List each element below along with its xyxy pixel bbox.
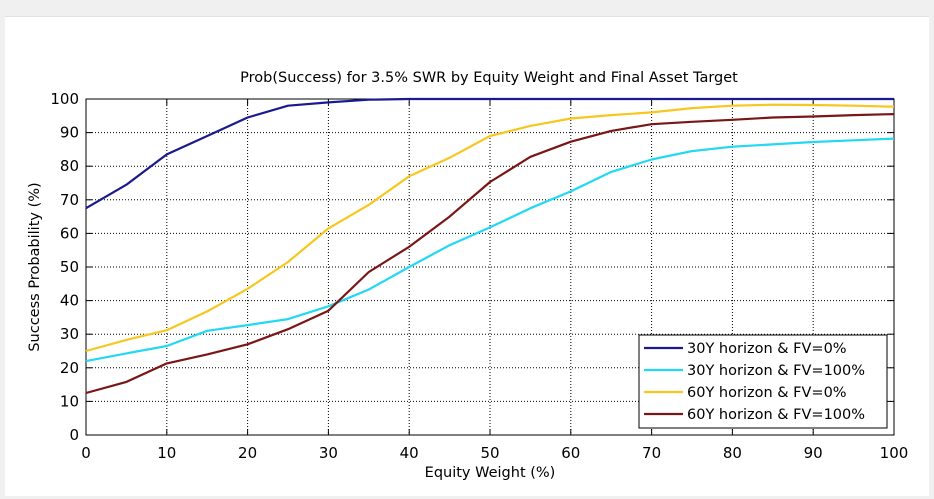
- x-tick-label: 0: [81, 444, 91, 462]
- series-line-4: [85, 113, 895, 395]
- y-tick-label: 0: [69, 426, 79, 444]
- x-tick-label: 10: [157, 444, 176, 462]
- x-tick-label: 40: [400, 444, 419, 462]
- y-tick-label: 30: [60, 325, 79, 343]
- y-tick-label: 60: [60, 224, 79, 242]
- legend-label-2: 30Y horizon & FV=100%: [687, 363, 865, 379]
- x-tick-label: 50: [480, 444, 499, 462]
- y-axis-tick-labels: 0 10 20 30 40 50 60 70 80 90 100: [50, 90, 79, 444]
- x-tick-label: 30: [319, 444, 338, 462]
- x-tick-label: 90: [804, 444, 823, 462]
- x-tick-label: 80: [723, 444, 742, 462]
- y-axis-label: Success Probability (%): [27, 182, 43, 351]
- legend-label-3: 60Y horizon & FV=0%: [687, 385, 847, 401]
- series-line-1: [85, 97, 894, 210]
- y-tick-label: 50: [60, 258, 79, 276]
- x-axis-label: Equity Weight (%): [425, 465, 556, 481]
- x-tick-label: 60: [561, 444, 580, 462]
- chart-title: Prob(Success) for 3.5% SWR by Equity Wei…: [240, 70, 738, 86]
- x-axis-tick-labels: 0 10 20 30 40 50 60 70 80 90 100: [81, 444, 908, 462]
- series-line-3: [85, 103, 895, 353]
- series-line-2: [85, 137, 895, 363]
- y-tick-label: 80: [60, 157, 79, 175]
- series-lines: [85, 97, 895, 395]
- legend-label-4: 60Y horizon & FV=100%: [687, 407, 865, 423]
- legend-label-1: 30Y horizon & FV=0%: [687, 341, 847, 357]
- x-tick-label: 100: [880, 444, 909, 462]
- y-tick-label: 70: [60, 191, 79, 209]
- y-tick-label: 40: [60, 292, 79, 310]
- y-tick-label: 90: [60, 124, 79, 142]
- axis-ticks: [85, 98, 895, 436]
- y-tick-label: 20: [60, 359, 79, 377]
- legend-box: [638, 334, 888, 429]
- x-tick-label: 70: [642, 444, 661, 462]
- x-tick-label: 20: [238, 444, 257, 462]
- legend: 30Y horizon & FV=0% 30Y horizon & FV=100%…: [638, 334, 888, 429]
- y-tick-label: 10: [60, 392, 79, 410]
- y-tick-label: 100: [50, 90, 79, 108]
